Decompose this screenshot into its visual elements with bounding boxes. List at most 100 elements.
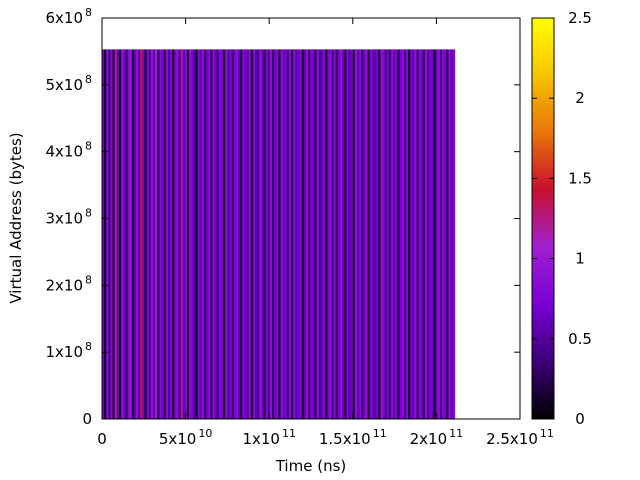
- heatmap-band: [199, 49, 203, 419]
- heatmap-band: [280, 49, 284, 419]
- heatmap-band: [420, 49, 424, 419]
- y-tick-label: 0: [82, 410, 92, 428]
- heatmap-band: [225, 49, 228, 419]
- heatmap-band: [435, 49, 439, 419]
- heatmap-band: [129, 49, 133, 419]
- x-tick-label: 2.5x10 11: [486, 427, 554, 448]
- heatmap-band: [422, 49, 426, 419]
- heatmap-band: [408, 49, 411, 419]
- heatmap-band: [206, 49, 209, 419]
- heatmap-band: [104, 49, 107, 419]
- heatmap-band: [212, 49, 216, 419]
- heatmap-band: [442, 49, 445, 419]
- heatmap-band: [180, 49, 184, 419]
- heatmap-band: [276, 49, 279, 419]
- heatmap-band: [393, 49, 396, 419]
- heatmap-band: [106, 49, 109, 419]
- heatmap-band: [297, 49, 301, 419]
- heatmap-band: [261, 49, 264, 419]
- heatmap-band: [274, 49, 277, 419]
- heatmap-band: [314, 49, 318, 419]
- heatmap-band: [263, 49, 267, 419]
- heatmap-band: [363, 49, 366, 419]
- heatmap-band: [316, 49, 320, 419]
- heatmap-band: [269, 49, 273, 419]
- heatmap-band: [197, 49, 201, 419]
- heatmap-band: [282, 49, 286, 419]
- heatmap-band: [248, 49, 252, 419]
- heatmap-band: [133, 49, 137, 419]
- heatmap-band: [337, 49, 341, 419]
- axes: 0 5x10 10 1x10 11 1.5x10 11 2x10 11 2.5x10 11 0 1x10…: [45, 6, 553, 448]
- heatmap-band: [344, 49, 347, 419]
- heatmap-band: [437, 49, 441, 419]
- heatmap-band: [140, 49, 143, 419]
- heatmap-band: [391, 49, 394, 419]
- colorbar-tick-label: 2.5: [568, 9, 592, 27]
- heatmap-band: [382, 49, 386, 419]
- heatmap-band: [142, 49, 145, 419]
- heatmap-band: [259, 49, 262, 419]
- heatmap-band: [136, 49, 139, 419]
- heatmap-band: [367, 49, 371, 419]
- heatmap-band: [172, 49, 175, 419]
- heatmap-band: [153, 49, 156, 419]
- heatmap-band: [352, 49, 356, 419]
- x-tick-label: 2x10 11: [410, 427, 464, 448]
- heatmap-band: [250, 49, 254, 419]
- heatmap-band: [146, 49, 150, 419]
- heatmap-band: [176, 49, 179, 419]
- colorbar-tick-label: 0.5: [568, 330, 592, 348]
- heatmap-band: [257, 49, 260, 419]
- heatmap-band: [201, 49, 205, 419]
- heatmap-band: [221, 49, 224, 419]
- heatmap-band: [329, 49, 332, 419]
- heatmap-band: [112, 49, 116, 419]
- heatmap-band: [127, 49, 131, 419]
- heatmap-band: [357, 49, 360, 419]
- heatmap-band: [170, 49, 173, 419]
- heatmap-band: [233, 49, 237, 419]
- heatmap-band: [403, 49, 407, 419]
- heatmap-band: [446, 49, 449, 419]
- heatmap-band: [291, 49, 294, 419]
- heatmap-band: [114, 49, 118, 419]
- heatmap-band: [335, 49, 339, 419]
- heatmap-band: [444, 49, 447, 419]
- heatmap-band: [295, 49, 298, 419]
- heatmap-band: [267, 49, 271, 419]
- heatmap-band: [306, 49, 309, 419]
- y-axis-label: Virtual Address (bytes): [7, 132, 25, 303]
- heatmap-band: [388, 49, 392, 419]
- heatmap-band: [159, 49, 162, 419]
- heatmap-band: [165, 49, 169, 419]
- heatmap-band: [418, 49, 422, 419]
- heatmap-band: [191, 49, 194, 419]
- heatmap-band: [167, 49, 171, 419]
- heatmap-band: [354, 49, 358, 419]
- heatmap-band: [303, 49, 307, 419]
- heatmap-band: [327, 49, 330, 419]
- heatmap-band: [123, 49, 126, 419]
- heatmap-band: [414, 49, 417, 419]
- heatmap-cells: [102, 49, 456, 419]
- heatmap-band: [131, 49, 135, 419]
- heatmap-band: [116, 49, 120, 419]
- heatmap-band: [178, 49, 182, 419]
- heatmap-band: [365, 49, 369, 419]
- heatmap-band: [144, 49, 148, 419]
- heatmap-band: [157, 49, 160, 419]
- heatmap-band: [301, 49, 305, 419]
- y-tick-label: 5x10 8: [45, 73, 92, 94]
- colorbar-tick-label: 1.5: [568, 169, 592, 187]
- heatmap-band: [108, 49, 111, 419]
- heatmap-band: [227, 49, 230, 419]
- heatmap-band: [110, 49, 114, 419]
- y-tick-label: 6x10 8: [45, 6, 92, 27]
- heatmap-band: [163, 49, 167, 419]
- heatmap-band: [231, 49, 235, 419]
- x-tick-label: 1.5x10 11: [319, 427, 387, 448]
- heatmap-band: [102, 49, 105, 419]
- heatmap-band: [320, 49, 324, 419]
- heatmap-band: [397, 49, 400, 419]
